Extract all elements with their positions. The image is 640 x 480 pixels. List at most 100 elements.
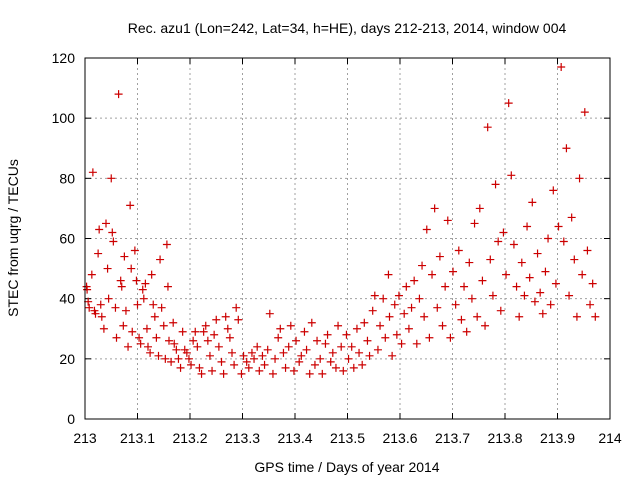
data-point [496, 306, 505, 315]
data-point [289, 366, 298, 375]
chart-title: Rec. azu1 (Lon=242, Lat=34, h=HE), days … [128, 20, 567, 36]
data-point [430, 204, 439, 213]
data-point [104, 294, 113, 303]
data-point [381, 333, 390, 342]
data-point [544, 234, 553, 243]
y-tick-label: 20 [59, 351, 75, 367]
data-point [108, 228, 117, 237]
x-tick-label: 213.3 [225, 430, 260, 446]
data-point [402, 282, 411, 291]
data-point [225, 333, 234, 342]
data-point [239, 351, 248, 360]
data-point [422, 225, 431, 234]
data-point [515, 312, 524, 321]
data-point [187, 360, 196, 369]
data-point [265, 309, 274, 318]
data-point [182, 348, 191, 357]
data-point [533, 249, 542, 258]
data-point [449, 267, 458, 276]
data-point [583, 246, 592, 255]
data-point [491, 180, 500, 189]
data-point [199, 327, 208, 336]
data-point [358, 360, 367, 369]
data-point [313, 336, 322, 345]
data-point [161, 354, 170, 363]
data-point [112, 333, 121, 342]
data-point [295, 357, 304, 366]
data-point [263, 345, 272, 354]
x-tick-label: 213.7 [435, 430, 470, 446]
data-point [119, 321, 128, 330]
data-point [174, 354, 183, 363]
x-tick-label: 213 [73, 430, 97, 446]
data-point [352, 324, 361, 333]
data-point [404, 324, 413, 333]
data-point [562, 144, 571, 153]
x-tick-label: 213.8 [487, 430, 522, 446]
data-point [219, 369, 228, 378]
data-point [94, 249, 103, 258]
data-point [302, 345, 311, 354]
data-point [132, 276, 141, 285]
data-point [390, 300, 399, 309]
data-point [156, 255, 165, 264]
data-point [457, 315, 466, 324]
data-point [87, 270, 96, 279]
x-tick-label: 213.2 [172, 430, 207, 446]
data-point [114, 90, 123, 99]
data-point [365, 351, 374, 360]
data-point [588, 279, 597, 288]
data-point [189, 336, 198, 345]
x-tick-label: 213.4 [277, 430, 312, 446]
y-tick-label: 0 [67, 411, 75, 427]
data-point [228, 348, 236, 357]
data-point [255, 366, 264, 375]
data-point [203, 336, 212, 345]
data-point [126, 201, 135, 210]
data-point [109, 237, 118, 246]
data-point [565, 291, 574, 300]
data-point [441, 282, 450, 291]
data-point [344, 354, 353, 363]
data-point [541, 267, 550, 276]
data-point [124, 342, 133, 351]
plot-frame [84, 57, 611, 420]
y-tick-label: 80 [59, 170, 75, 186]
data-point [97, 312, 106, 321]
data-point [504, 99, 513, 108]
data-point [234, 315, 243, 324]
data-point [163, 282, 172, 291]
data-point [139, 294, 148, 303]
data-point [250, 354, 259, 363]
data-point [111, 303, 120, 312]
data-point [221, 312, 230, 321]
data-point [523, 222, 532, 231]
data-point [478, 276, 487, 285]
grid-lines [85, 58, 610, 419]
data-point [323, 330, 332, 339]
data-point [400, 309, 409, 318]
x-tick-label: 213.9 [540, 430, 575, 446]
data-point [128, 327, 137, 336]
data-point [162, 240, 171, 249]
data-point [178, 327, 187, 336]
data-point [195, 363, 204, 372]
data-point [536, 288, 545, 297]
data-point [253, 342, 262, 351]
data-point [260, 360, 269, 369]
y-axis-title: STEC from uqrg / TECUs [5, 159, 21, 317]
y-tick-label: 40 [59, 291, 75, 307]
data-point [276, 324, 285, 333]
data-point [300, 327, 309, 336]
data-point [388, 351, 397, 360]
data-point [512, 282, 521, 291]
data-point [321, 339, 330, 348]
data-point [169, 318, 178, 327]
data-point [575, 174, 584, 183]
data-point [307, 318, 316, 327]
data-point [420, 312, 429, 321]
data-point [157, 303, 166, 312]
data-point [208, 366, 217, 375]
data-point [368, 306, 377, 315]
data-point [85, 303, 94, 312]
